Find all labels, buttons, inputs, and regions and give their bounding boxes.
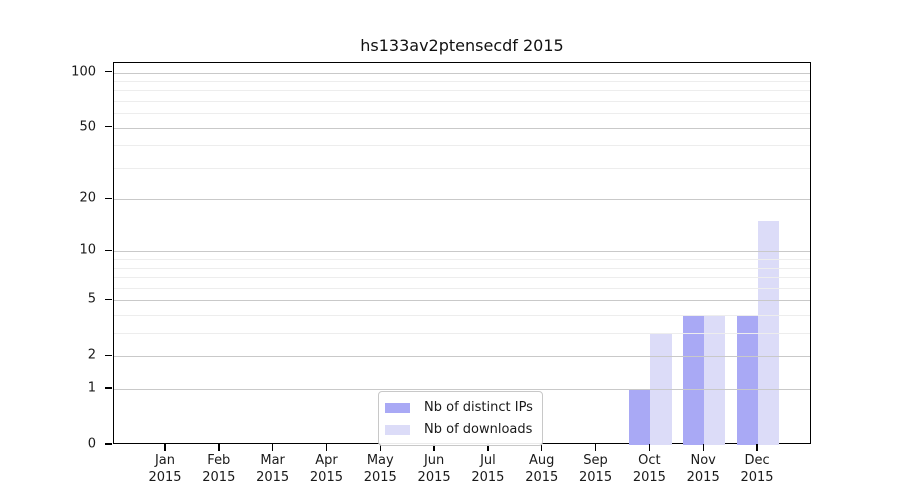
x-tick-mark bbox=[433, 444, 435, 451]
gridline-major bbox=[114, 389, 810, 391]
y-tick-label: 100 bbox=[71, 64, 96, 80]
x-tick-mark bbox=[379, 444, 381, 451]
x-tick-mark bbox=[325, 444, 328, 451]
bar-distinct-ips-nov bbox=[682, 315, 705, 445]
bar-downloads-dec bbox=[758, 221, 780, 445]
gridline-major bbox=[114, 199, 810, 201]
x-tick-mark bbox=[702, 444, 704, 451]
legend-swatch-distinct-ips bbox=[385, 402, 410, 413]
gridline-minor bbox=[114, 80, 810, 82]
y-tick-label: 2 bbox=[87, 347, 96, 363]
gridline-minor bbox=[114, 101, 810, 102]
x-tick-label: Jul 2015 bbox=[471, 453, 505, 485]
y-tick-label: 10 bbox=[79, 242, 96, 258]
gridline-minor bbox=[114, 145, 810, 147]
gridline-minor bbox=[114, 267, 810, 269]
gridline-major bbox=[114, 300, 810, 302]
bar-distinct-ips-oct bbox=[629, 389, 651, 445]
x-tick-label: Dec 2015 bbox=[740, 453, 774, 485]
y-tick-mark bbox=[105, 126, 112, 128]
y-tick-label: 50 bbox=[79, 119, 96, 135]
gridline-minor bbox=[114, 113, 810, 115]
legend: Nb of distinct IPs Nb of downloads bbox=[378, 391, 543, 446]
x-tick-label: Aug 2015 bbox=[525, 453, 559, 485]
gridline-minor bbox=[114, 259, 810, 261]
y-tick-mark bbox=[105, 197, 112, 199]
gridline-major bbox=[114, 72, 810, 74]
gridline-major bbox=[114, 251, 810, 253]
legend-item-downloads: Nb of downloads bbox=[385, 420, 533, 439]
y-tick-label: 1 bbox=[87, 380, 96, 396]
gridline-major bbox=[114, 127, 810, 129]
bar-downloads-oct bbox=[650, 333, 672, 445]
gridline-major bbox=[114, 356, 810, 358]
y-tick-mark bbox=[105, 249, 112, 252]
x-tick-label: Mar 2015 bbox=[256, 453, 290, 485]
x-tick-label: Jun 2015 bbox=[417, 453, 451, 485]
x-tick-label: May 2015 bbox=[363, 453, 397, 485]
y-tick-label: 20 bbox=[79, 190, 96, 206]
x-tick-label: Apr 2015 bbox=[309, 453, 343, 485]
x-tick-label: Jan 2015 bbox=[148, 453, 182, 485]
gridline-minor bbox=[114, 333, 810, 335]
chart-title: hs133av2ptensecdf 2015 bbox=[360, 36, 564, 55]
x-tick-mark bbox=[541, 444, 543, 451]
x-tick-mark bbox=[218, 444, 220, 451]
y-tick-mark bbox=[105, 443, 112, 445]
y-tick-label: 0 bbox=[87, 436, 96, 452]
legend-label-downloads: Nb of downloads bbox=[424, 422, 533, 437]
legend-item-distinct-ips: Nb of distinct IPs bbox=[385, 398, 533, 417]
gridline-minor bbox=[114, 287, 810, 289]
bar-downloads-nov bbox=[704, 315, 726, 445]
y-tick-mark bbox=[105, 387, 112, 389]
y-tick-mark bbox=[105, 354, 112, 357]
x-tick-mark bbox=[594, 444, 597, 451]
y-tick-mark bbox=[105, 70, 112, 73]
x-tick-mark bbox=[648, 444, 651, 451]
x-tick-label: Sep 2015 bbox=[579, 453, 613, 485]
gridline-minor bbox=[114, 315, 810, 317]
gridline-minor bbox=[114, 90, 810, 92]
plot-area bbox=[113, 62, 811, 445]
x-tick-mark bbox=[271, 444, 274, 451]
gridline-minor bbox=[114, 167, 810, 169]
x-tick-label: Oct 2015 bbox=[632, 453, 666, 485]
x-tick-mark bbox=[756, 444, 758, 451]
x-tick-label: Feb 2015 bbox=[202, 453, 236, 485]
y-tick-label: 5 bbox=[87, 291, 96, 307]
y-tick-mark bbox=[105, 298, 112, 301]
legend-label-distinct-ips: Nb of distinct IPs bbox=[424, 400, 533, 415]
gridline-minor bbox=[114, 277, 810, 279]
x-tick-mark bbox=[487, 444, 489, 451]
x-tick-label: Nov 2015 bbox=[686, 453, 720, 485]
x-tick-mark bbox=[164, 444, 166, 451]
legend-swatch-downloads bbox=[385, 424, 410, 435]
bar-distinct-ips-dec bbox=[736, 315, 759, 445]
